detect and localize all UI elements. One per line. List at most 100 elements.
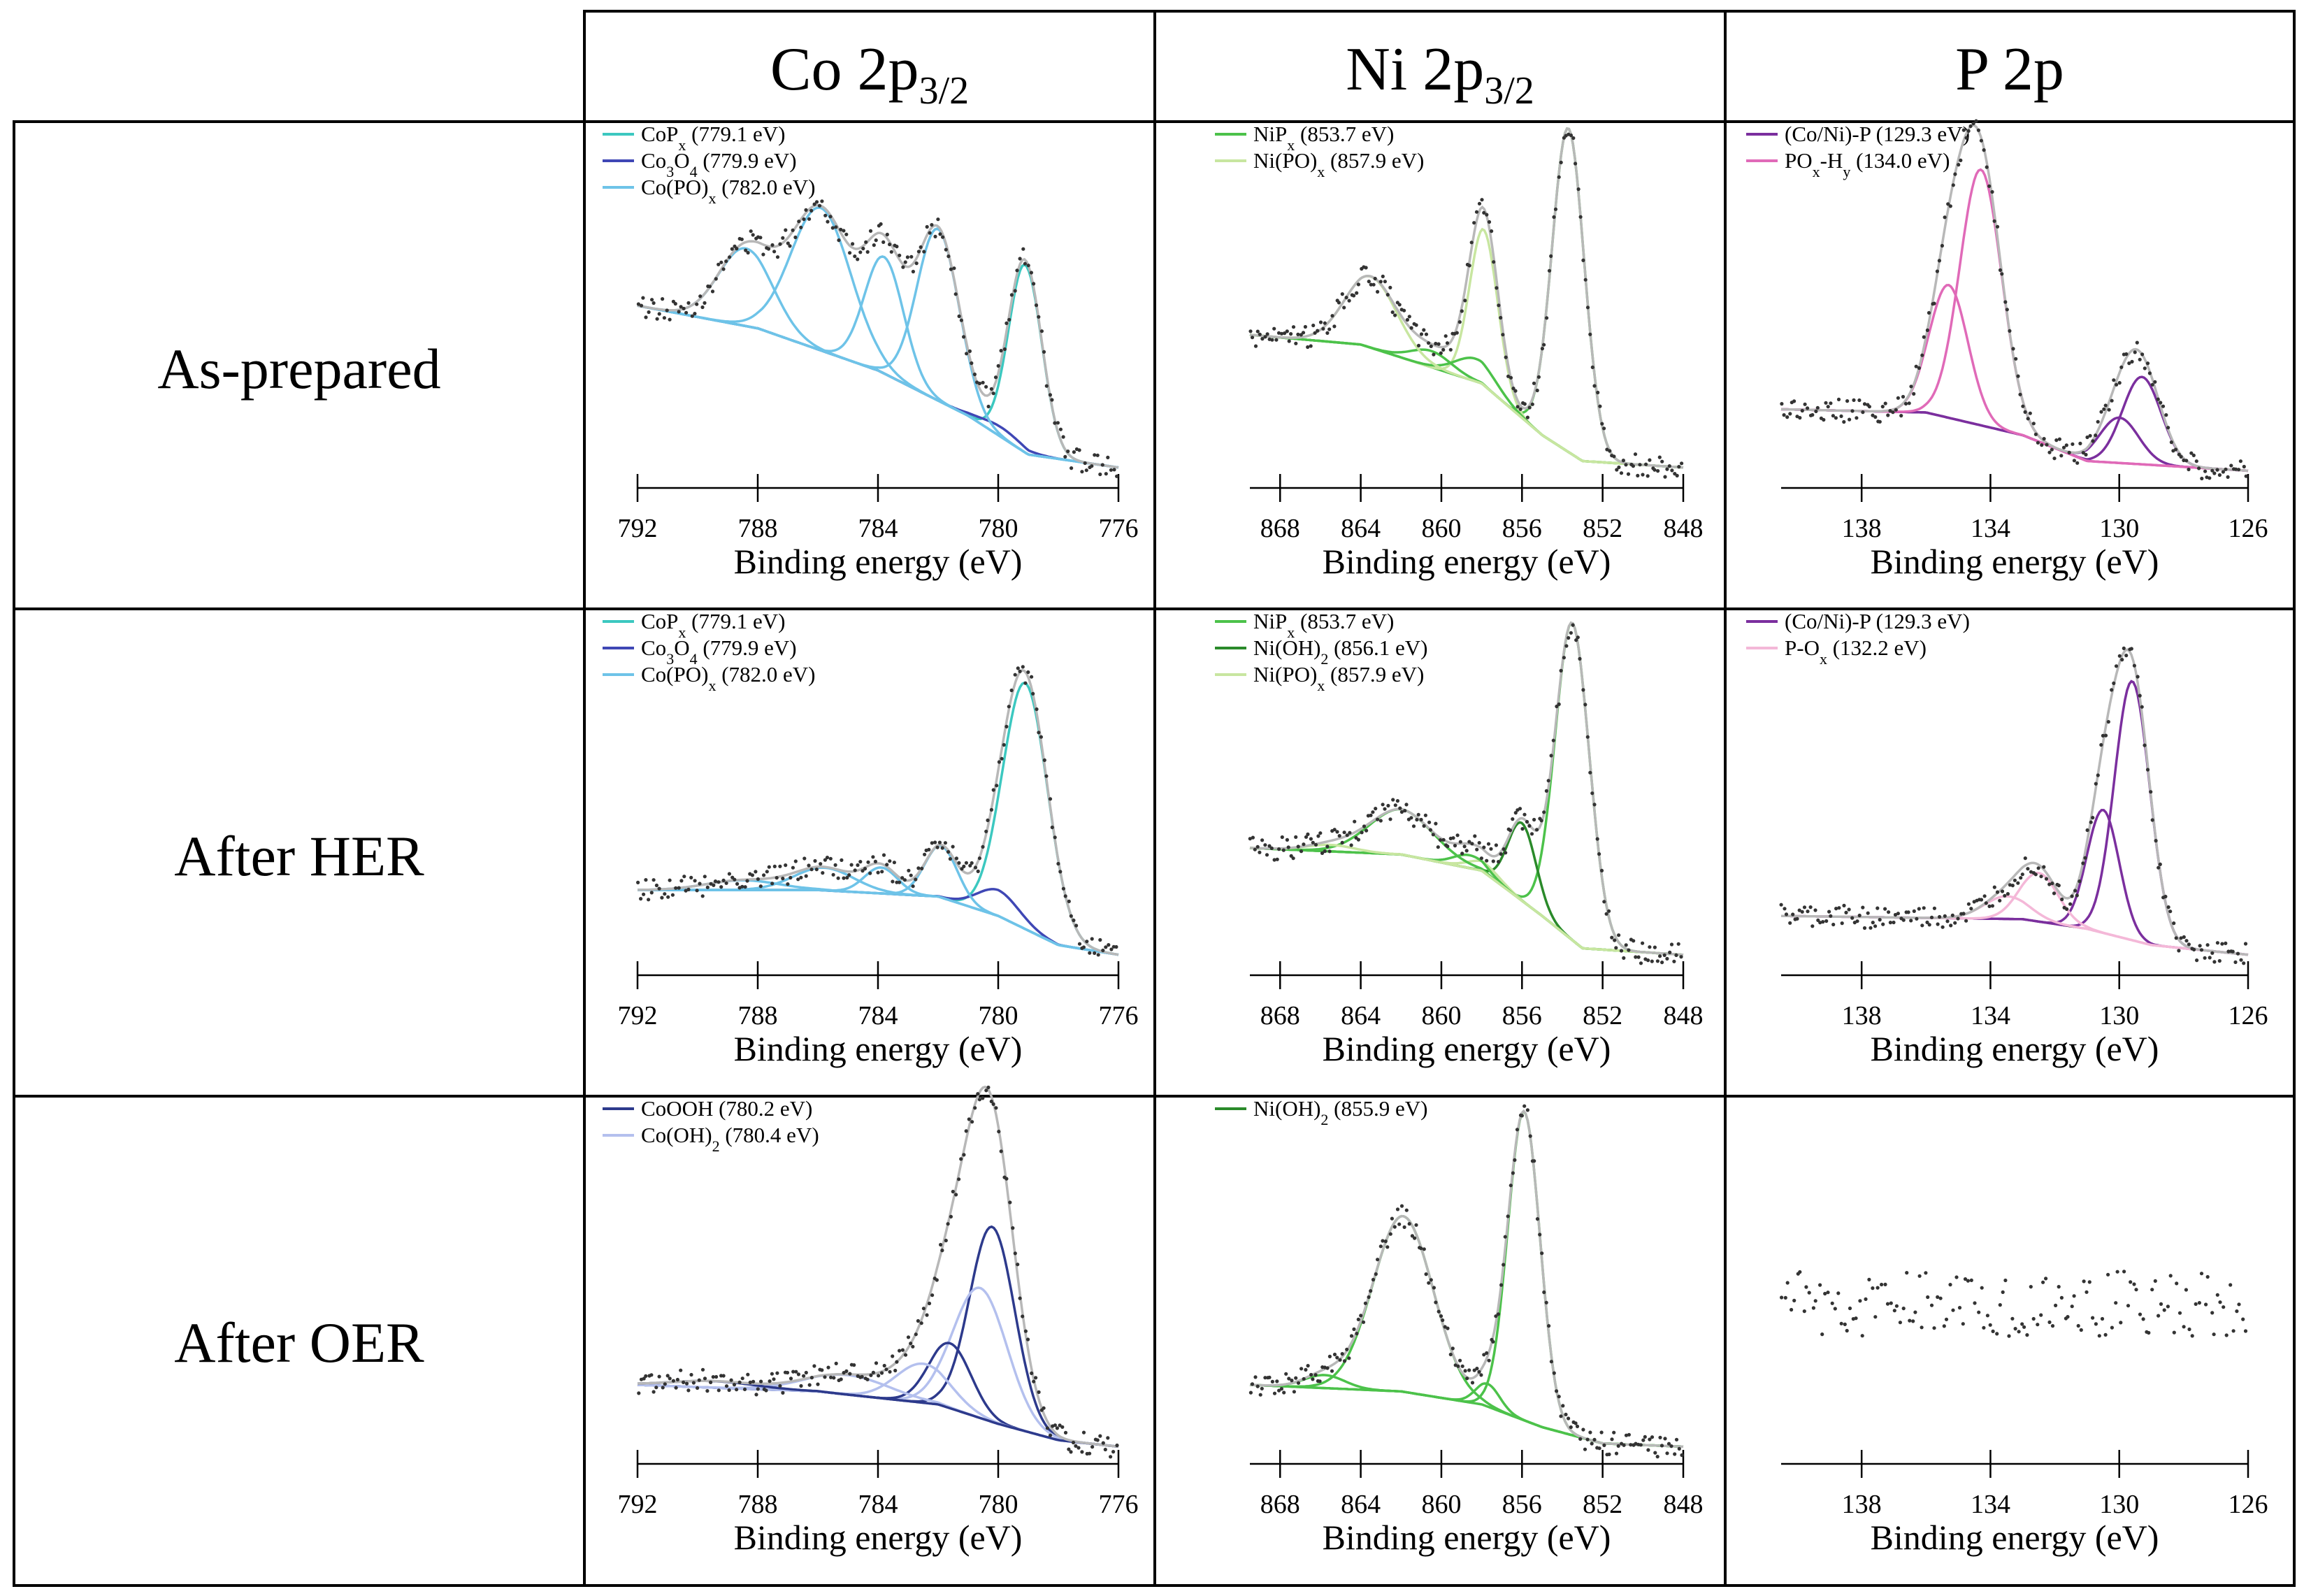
data-point xyxy=(1344,296,1348,300)
data-point xyxy=(1327,1354,1332,1358)
data-point xyxy=(1399,810,1404,814)
data-point xyxy=(2072,1294,2076,1298)
x-tick-label: 126 xyxy=(2229,514,2268,543)
data-point xyxy=(1342,305,1346,310)
data-point xyxy=(1867,405,1871,409)
data-point xyxy=(1503,1235,1507,1239)
data-point xyxy=(1283,331,1287,336)
data-point xyxy=(1574,638,1578,642)
data-point xyxy=(888,1369,892,1374)
x-tick-label: 860 xyxy=(1421,1001,1461,1030)
data-point xyxy=(849,863,854,867)
data-point xyxy=(1048,1433,1053,1437)
data-point xyxy=(1112,468,1116,472)
data-point xyxy=(2102,407,2106,411)
data-point xyxy=(1265,853,1269,857)
data-point xyxy=(2075,893,2079,898)
data-point xyxy=(1255,844,1260,849)
data-point xyxy=(967,349,972,353)
data-point xyxy=(1457,320,1462,324)
data-point xyxy=(1513,389,1518,393)
data-point xyxy=(762,873,766,877)
data-point xyxy=(2187,1327,2191,1332)
envelope-curve xyxy=(637,1085,1119,1448)
data-point xyxy=(1272,326,1276,331)
data-point xyxy=(2119,365,2124,369)
data-point xyxy=(2140,352,2145,357)
data-point xyxy=(905,255,909,259)
data-point xyxy=(922,250,926,254)
data-point xyxy=(2138,1312,2143,1316)
data-point xyxy=(2070,894,2074,898)
data-point xyxy=(666,895,670,899)
data-point xyxy=(1553,207,1558,211)
data-point xyxy=(1995,890,2000,894)
data-point xyxy=(1829,914,1833,918)
data-point xyxy=(2044,1277,2048,1281)
envelope-curve xyxy=(638,668,1119,956)
data-point xyxy=(907,868,911,872)
data-point xyxy=(1549,1360,1553,1364)
data-point xyxy=(1016,666,1020,670)
data-point xyxy=(869,1373,873,1377)
x-tick-label: 792 xyxy=(618,1001,658,1030)
data-point xyxy=(2042,865,2046,869)
data-point xyxy=(1347,1356,1351,1360)
data-point xyxy=(1263,843,1267,847)
data-point xyxy=(1422,328,1426,332)
data-point xyxy=(1643,1435,1647,1439)
data-point xyxy=(1888,921,1892,925)
data-point xyxy=(2033,872,2038,877)
data-point xyxy=(2091,1316,2095,1320)
data-point xyxy=(1419,1246,1423,1251)
data-point xyxy=(1323,849,1327,854)
data-point xyxy=(1894,1304,1899,1308)
data-point xyxy=(1650,959,1654,963)
data-point xyxy=(1892,1309,1896,1313)
data-point xyxy=(1607,1452,1611,1456)
data-point xyxy=(1258,332,1262,336)
data-point xyxy=(1504,355,1508,359)
data-point xyxy=(1522,1104,1527,1108)
data-point xyxy=(1578,215,1583,219)
data-point xyxy=(2047,882,2052,886)
data-point xyxy=(1306,1364,1310,1368)
data-point xyxy=(1528,1134,1532,1138)
data-point xyxy=(1829,401,1833,405)
data-point xyxy=(1624,943,1628,947)
data-point xyxy=(1961,1322,1965,1326)
data-point xyxy=(1977,1310,1981,1314)
data-point xyxy=(791,228,795,232)
data-point xyxy=(1785,1281,1790,1285)
data-point xyxy=(1564,1412,1568,1416)
data-point xyxy=(1638,463,1642,467)
data-point xyxy=(1395,1207,1400,1212)
data-point xyxy=(1469,240,1474,245)
data-point xyxy=(1542,343,1546,347)
data-point xyxy=(914,877,918,882)
data-point xyxy=(868,229,873,233)
data-point xyxy=(2028,411,2032,415)
data-point xyxy=(1063,894,1067,898)
x-axis-title: Binding energy (eV) xyxy=(734,1029,1023,1068)
data-point xyxy=(944,247,948,252)
data-point xyxy=(1248,329,1253,333)
data-point xyxy=(1299,333,1303,337)
data-point xyxy=(1567,1416,1571,1421)
data-point xyxy=(1458,840,1462,844)
data-point xyxy=(1508,828,1513,833)
data-point xyxy=(1612,1430,1616,1435)
data-point xyxy=(1347,299,1351,303)
data-point xyxy=(1590,1442,1594,1446)
data-point xyxy=(1325,331,1330,335)
data-point xyxy=(1522,402,1527,406)
data-point xyxy=(1303,324,1307,329)
data-point xyxy=(1795,916,1799,921)
data-point xyxy=(2073,889,2078,893)
data-point xyxy=(647,898,651,902)
data-point xyxy=(1491,859,1495,863)
data-point xyxy=(1891,410,1895,415)
data-point xyxy=(986,818,990,822)
data-point xyxy=(1998,898,2002,903)
data-point xyxy=(2057,884,2061,888)
